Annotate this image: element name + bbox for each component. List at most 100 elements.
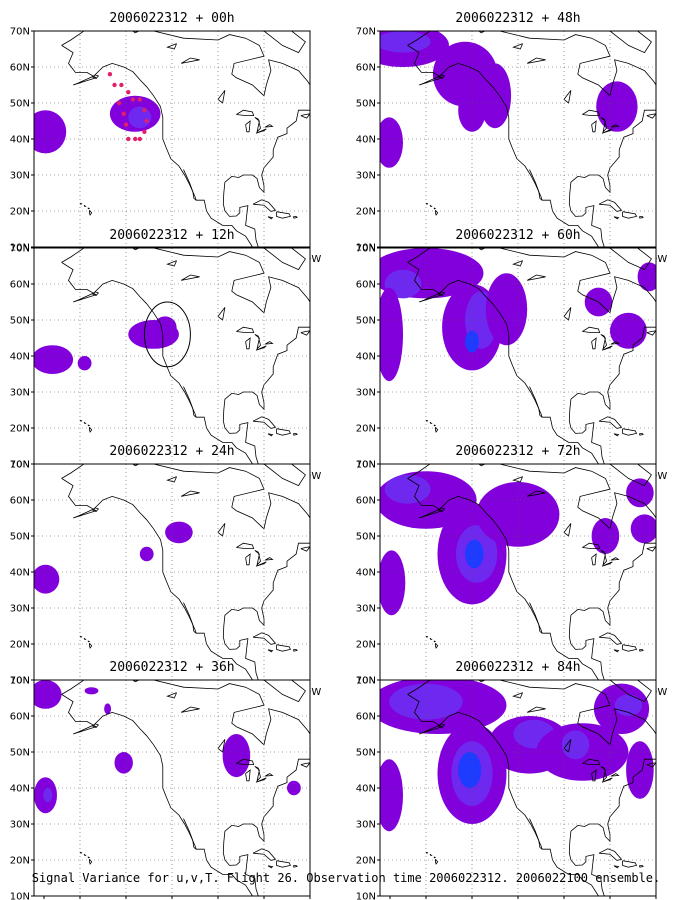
y-tick-label: 40N [10, 568, 30, 579]
panel-3: 2006022312 + 12h10N20N30N40N50N60N70N180… [10, 228, 322, 500]
coastline [252, 416, 277, 429]
variance-region [389, 683, 463, 720]
coastline [429, 853, 433, 856]
coastline [300, 330, 310, 336]
coastline [591, 769, 597, 782]
y-tick-label: 40N [356, 135, 376, 146]
y-tick-label: 60N [356, 280, 376, 291]
variance-region [478, 63, 512, 129]
panel-title: 2006022312 + 60h [455, 228, 580, 243]
coastline [598, 632, 623, 645]
variance-region [626, 741, 654, 799]
y-tick-label: 50N [10, 748, 30, 759]
coastline [433, 207, 437, 210]
panel-5: 2006022312 + 24h10N20N30N40N50N60N70N180… [10, 444, 322, 716]
coastline [263, 248, 306, 271]
variance-region [485, 273, 528, 346]
coastline [300, 546, 310, 552]
coastline [429, 421, 433, 424]
y-tick-label: 20N [10, 640, 30, 651]
coastline [263, 680, 306, 703]
y-tick-label: 20N [356, 207, 376, 218]
coastline [609, 680, 652, 703]
variance-region [43, 788, 53, 803]
coastline [563, 739, 572, 753]
y-tick-label: 10N [10, 892, 30, 900]
variance-region [34, 345, 74, 374]
coastline [263, 464, 306, 487]
coastline [254, 766, 261, 783]
coastline [407, 464, 656, 680]
y-tick-label: 70N [10, 244, 30, 255]
coastline [180, 490, 200, 497]
y-tick-label: 10N [356, 243, 376, 254]
coastline [166, 692, 177, 699]
coastline [655, 330, 656, 331]
observation-point [137, 136, 142, 142]
coastline [582, 758, 601, 765]
y-tick-label: 60N [356, 712, 376, 723]
variance-region [153, 316, 177, 339]
variance-region [458, 88, 486, 132]
coastline [529, 169, 543, 201]
coastline [276, 860, 291, 868]
variance-region [104, 703, 112, 715]
coastline [591, 553, 597, 566]
coastline [276, 211, 291, 219]
coastline [655, 113, 656, 114]
coastline [245, 337, 251, 350]
y-tick-label: 60N [10, 496, 30, 507]
coastline [87, 640, 91, 643]
coastline [89, 643, 93, 649]
coastline [646, 762, 656, 768]
coastline [267, 865, 274, 869]
y-tick-label: 10N [10, 243, 30, 254]
panel-7: 2006022312 + 36h10N20N30N40N50N60N70N180… [10, 660, 311, 900]
coastline [646, 113, 656, 119]
coastline [89, 427, 93, 433]
plot-area [34, 31, 310, 247]
coastline [79, 851, 83, 854]
coastline [600, 117, 607, 134]
coastline [437, 507, 446, 512]
coastline [437, 723, 446, 728]
variance-region [626, 478, 654, 508]
y-tick-label: 70N [10, 676, 30, 687]
coastline [600, 550, 607, 567]
coastline [512, 692, 523, 699]
y-tick-label: 70N [356, 27, 376, 38]
coastline [267, 649, 274, 653]
coastline [217, 307, 226, 321]
y-tick-label: 70N [356, 244, 376, 255]
panel-6: 2006022312 + 72h10N20N30N40N50N60N70N180… [356, 444, 668, 716]
coastline [236, 542, 255, 549]
y-tick-label: 10N [356, 676, 376, 687]
coastline [437, 291, 446, 296]
figure-caption: Signal Variance for u,v,T. Flight 26. Ob… [31, 871, 661, 885]
y-tick-label: 30N [10, 171, 30, 182]
coastline [609, 31, 652, 54]
coastline [433, 640, 437, 643]
variance-region [84, 687, 99, 695]
observation-point [119, 82, 124, 88]
coastline [83, 637, 87, 640]
coastline [435, 643, 439, 649]
coastline [600, 334, 607, 351]
coastline [638, 433, 644, 436]
coastline [183, 169, 197, 201]
coastline [61, 680, 310, 896]
y-tick-label: 10N [356, 892, 376, 900]
observation-point [126, 136, 131, 142]
coastline [300, 762, 310, 768]
coastline [61, 694, 253, 896]
coastline [435, 210, 439, 216]
coastline [264, 341, 274, 345]
variance-region [380, 117, 403, 168]
observation-point [137, 97, 142, 102]
y-tick-label: 60N [10, 280, 30, 291]
coastline [609, 248, 652, 271]
y-tick-label: 60N [356, 496, 376, 507]
coastline [255, 128, 267, 134]
y-tick-label: 40N [10, 135, 30, 146]
